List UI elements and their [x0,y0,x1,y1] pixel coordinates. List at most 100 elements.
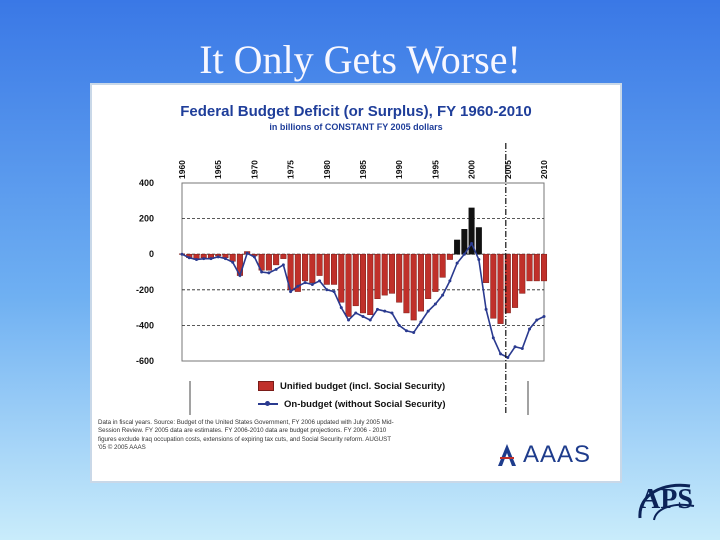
legend-line-swatch [258,401,278,406]
bar [273,253,280,266]
bar [381,253,388,296]
bar [512,253,519,308]
bar [374,253,381,299]
onbudget-point [513,345,517,349]
bar [439,253,446,278]
onbudget-point [383,309,387,313]
bar [417,253,424,312]
onbudget-point [506,355,510,359]
onbudget-point [318,279,322,283]
aaas-logo: AAAS [496,441,591,469]
chart-legend: Unified budget (incl. Social Security) O… [258,377,446,413]
onbudget-point [535,318,539,322]
x-tick-label: 1960 [177,160,187,179]
legend-label-unified: Unified budget (incl. Social Security) [280,380,446,392]
slide-title: It Only Gets Worse! [199,37,521,82]
bar [468,207,475,255]
bar [388,253,395,294]
bar [396,253,403,303]
onbudget-point [499,352,503,356]
x-tick-label: 1990 [394,160,404,179]
onbudget-point [419,320,423,324]
bar [533,253,540,282]
onbudget-point [397,323,401,327]
onbudget-point [245,251,249,255]
y-tick-label: 200 [139,214,154,224]
bar [265,253,272,271]
onbudget-point [520,347,524,351]
aaas-wordmark: AAAS [523,441,592,468]
onbudget-point [303,281,307,285]
bar [425,253,432,299]
bar [338,253,345,303]
onbudget-point [216,255,220,259]
legend-item-unified: Unified budget (incl. Social Security) [258,377,446,395]
onbudget-point [448,279,452,283]
onbudget-point [310,282,314,286]
onbudget-point [252,255,256,259]
onbudget-point [267,271,271,275]
onbudget-point [462,252,466,256]
x-tick-label: 1985 [358,160,368,179]
legend-bar-swatch [258,381,274,391]
onbudget-point [470,242,474,246]
onbudget-point [455,261,459,265]
onbudget-point [477,258,481,262]
bar [359,253,367,314]
bar [446,253,453,260]
aps-arc-icon [638,483,695,521]
chart-title: Federal Budget Deficit (or Surplus), FY … [180,103,532,120]
bar [345,253,352,317]
aaas-mark-icon [498,444,516,466]
onbudget-point [375,307,379,311]
bar [504,253,511,314]
aps-logo: APS [640,484,693,515]
bar [475,227,482,255]
onbudget-point [325,288,329,292]
onbudget-point [354,311,358,315]
bar [490,253,497,319]
bar [323,253,330,285]
bar [309,253,316,283]
onbudget-point [187,256,191,260]
onbudget-point [339,306,343,310]
onbudget-point [289,290,293,294]
bar [483,253,490,283]
onbudget-point [296,284,300,288]
y-tick-label: -600 [136,356,154,366]
y-tick-label: 400 [139,178,154,188]
bar [403,253,410,314]
chart-subtitle: in billions of CONSTANT FY 2005 dollars [269,122,443,132]
source-note: Data in fiscal years. Source: Budget of … [98,419,394,451]
bar [229,253,236,262]
onbudget-point [368,318,372,322]
onbudget-point [260,270,264,274]
onbudget-point [347,318,351,322]
onbudget-point [426,309,430,313]
y-tick-label: -200 [136,285,154,295]
legend-label-onbudget: On-budget (without Social Security) [284,398,446,410]
bar [280,253,287,259]
onbudget-point [231,260,235,264]
onbudget-point [180,252,184,256]
onbudget-point [542,315,546,318]
bar [519,253,526,294]
x-tick-label: 1970 [249,160,259,179]
y-tick-label: -400 [136,320,154,330]
x-tick-label: 1975 [286,160,296,179]
onbudget-point [491,336,495,340]
x-tick-label: 2005 [503,160,513,179]
onbudget-point [361,315,365,318]
x-tick-label: 2010 [539,160,549,179]
bar [454,239,461,255]
bar [331,253,338,285]
bar [352,253,359,307]
x-tick-label: 1995 [430,160,440,179]
bar [432,253,439,292]
onbudget-point [332,290,336,294]
x-tick-label: 1965 [213,160,223,179]
onbudget-point [484,307,488,311]
onbudget-point [209,257,213,261]
x-tick-label: 2000 [467,160,477,179]
onbudget-point [390,311,394,315]
